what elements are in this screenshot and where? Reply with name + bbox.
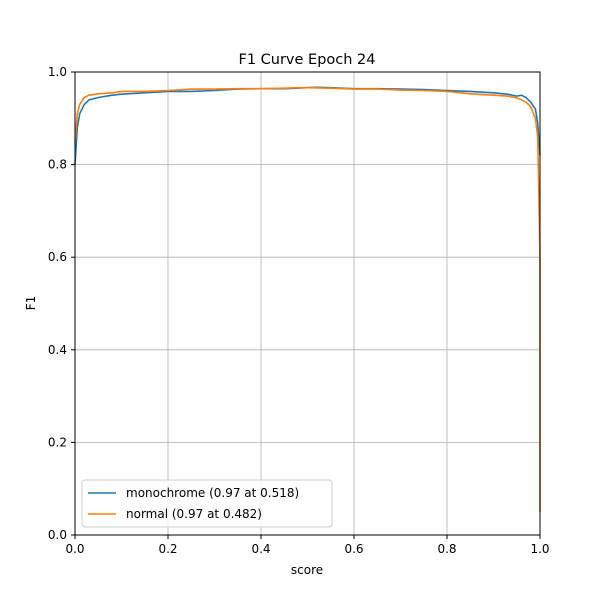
y-axis-label: F1 bbox=[24, 296, 38, 311]
series-line bbox=[74, 86, 541, 165]
x-tick-label: 0.8 bbox=[437, 542, 456, 556]
y-tick-label: 0.4 bbox=[48, 343, 67, 357]
x-tick-label: 0.2 bbox=[158, 542, 177, 556]
chart-title: F1 Curve Epoch 24 bbox=[238, 52, 375, 68]
y-tick-label: 0.6 bbox=[48, 250, 67, 264]
y-tick-label: 0.0 bbox=[48, 528, 67, 542]
series-lines bbox=[74, 86, 541, 512]
legend-label-normal: normal (0.97 at 0.482) bbox=[126, 507, 262, 521]
x-tick-label: 0.4 bbox=[251, 542, 270, 556]
x-tick-label: 1.0 bbox=[530, 542, 549, 556]
x-tick-label: 0.6 bbox=[344, 542, 363, 556]
y-tick-label: 0.2 bbox=[48, 435, 67, 449]
legend-label-monochrome: monochrome (0.97 at 0.518) bbox=[126, 486, 299, 500]
series-line bbox=[74, 86, 541, 512]
y-tick-label: 0.8 bbox=[48, 158, 67, 172]
gridlines bbox=[74, 71, 541, 536]
x-tick-label: 0.0 bbox=[65, 542, 84, 556]
y-tick-label: 1.0 bbox=[48, 65, 67, 79]
legend: monochrome (0.97 at 0.518) normal (0.97 … bbox=[81, 479, 333, 528]
axis-ticks: 0.0 0.2 0.4 0.6 0.8 1.0 0.0 0.2 0.4 0.6 0.8 1.0 bbox=[48, 65, 550, 556]
x-axis-label: score bbox=[291, 563, 323, 577]
plot-frame bbox=[74, 71, 541, 536]
